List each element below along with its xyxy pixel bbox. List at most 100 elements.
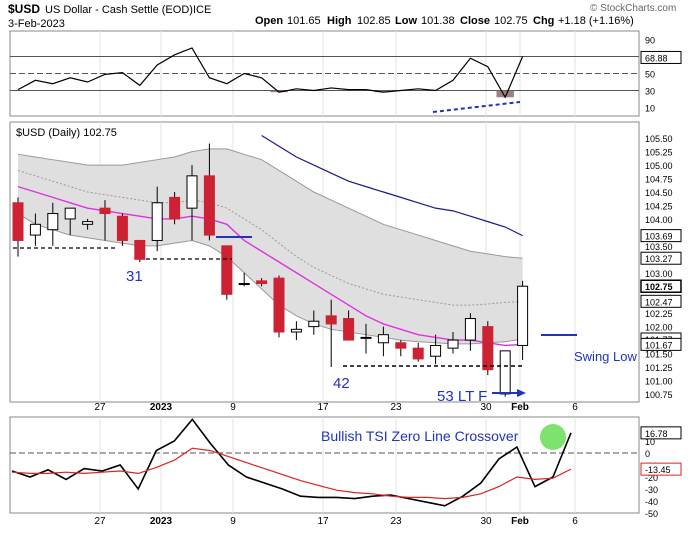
price-tick-label: 104.50	[645, 188, 673, 198]
tsi-tick-label: -20	[645, 473, 658, 483]
exchange-label: ICE	[193, 4, 211, 16]
tsi-crossover-highlight	[540, 424, 566, 450]
price-tick-label: 104.75	[645, 175, 673, 185]
x-tick-label: 2023	[150, 402, 173, 413]
rsi-value-box	[640, 50, 682, 64]
band-upper-line	[17, 148, 523, 259]
tsi-tick-label: -40	[645, 497, 658, 507]
price-tick-label: 105.00	[645, 161, 673, 171]
x-tick-label: 6	[572, 402, 578, 413]
candle-up	[517, 285, 529, 346]
ohlc-summary: Open 101.65 High 102.85 Low 101.38 Close…	[255, 15, 634, 27]
tsi-value-label: -13.45	[645, 465, 671, 475]
annotation-42: 42	[333, 375, 350, 392]
x-tick-label: 6	[572, 516, 578, 527]
x-tick-label: 17	[317, 516, 329, 527]
rsi-value-label: 68.88	[645, 53, 668, 63]
candle-up	[64, 207, 76, 220]
open-value: 101.65	[287, 15, 321, 27]
price-tick-label: 101.50	[645, 350, 673, 360]
tsi-layer	[10, 418, 639, 507]
rsi-layer	[10, 47, 639, 99]
price-value-box	[640, 279, 682, 293]
chg-label: Chg	[533, 15, 554, 27]
x-tick-label: Feb	[511, 402, 529, 413]
instrument-name: US Dollar - Cash Settle (EOD)	[45, 4, 193, 16]
candle-down	[203, 175, 215, 236]
tsi-panel	[9, 416, 640, 514]
high-label: High	[327, 15, 352, 27]
price-tick-label: 104.25	[645, 201, 673, 211]
price-value-label: 102.47	[645, 297, 673, 307]
price-value-box	[640, 229, 682, 243]
tsi-value-label: 16.78	[645, 429, 668, 439]
annotation-layer: 31 42 53 LT F Swing Low Bullish TSI Zero…	[13, 101, 637, 450]
candle-up	[308, 320, 320, 328]
candle-down	[221, 245, 233, 295]
candle-up	[447, 339, 459, 349]
rsi-oversold-fill	[270, 90, 288, 93]
price-tick-label: 100.75	[645, 390, 673, 400]
candle-up	[186, 175, 198, 209]
tsi-tick-label: -30	[645, 485, 658, 495]
candle-up	[82, 221, 94, 225]
candle-up	[377, 334, 389, 344]
low-label: Low	[395, 15, 417, 27]
x-tick-label: 2023	[150, 516, 173, 527]
candle-up	[464, 318, 476, 341]
price-value-label: 101.67	[645, 340, 673, 350]
candle-down	[12, 202, 24, 241]
price-tick-label: 101.25	[645, 363, 673, 373]
close-label: Close	[460, 15, 490, 27]
ma-slow-line	[261, 134, 523, 237]
rsi-tick-label: 10	[645, 104, 655, 114]
x-tick-label: 30	[480, 516, 492, 527]
x-tick-label: 9	[230, 402, 236, 413]
x-tick-label: 23	[390, 516, 402, 527]
candle-up	[290, 328, 302, 333]
annotation-31: 31	[126, 268, 143, 285]
candle-down	[99, 207, 111, 215]
candle-up	[151, 202, 163, 241]
band-lower-line	[17, 213, 523, 345]
axis-layer: 103050709068.88100.75101.00101.25101.501…	[94, 36, 682, 527]
tsi-tick-label: 10	[645, 437, 655, 447]
candle-up	[499, 350, 511, 395]
candle-down	[116, 215, 128, 241]
candle-down	[412, 347, 424, 360]
candle-up	[430, 344, 442, 357]
rsi-line	[17, 47, 524, 99]
rsi-oversold-fill	[496, 90, 514, 98]
open-label: Open	[255, 15, 283, 27]
candle-up	[360, 336, 372, 339]
price-tick-label: 104.00	[645, 215, 673, 225]
price-tick-label: 102.00	[645, 323, 673, 333]
annotation-53: 53 LT F	[437, 388, 487, 405]
candle-up	[47, 213, 59, 231]
arrow-53-head	[517, 389, 526, 397]
candle-down	[256, 280, 268, 285]
price-value-box	[640, 251, 682, 265]
quote-date: 3-Feb-2023	[8, 18, 65, 30]
rsi-divergence-line	[432, 101, 521, 113]
x-tick-label: 17	[317, 402, 329, 413]
tsi-value-box	[640, 462, 682, 476]
price-value-box	[640, 294, 682, 308]
low-value: 101.38	[421, 15, 455, 27]
tsi-line	[11, 418, 572, 507]
candle-down	[134, 239, 146, 260]
x-tick-label: 27	[94, 516, 106, 527]
watermark: © StockCharts.com	[590, 3, 676, 14]
price-tick-label: 105.50	[645, 134, 673, 144]
close-value: 102.75	[494, 15, 528, 27]
rsi-tick-label: 30	[645, 87, 655, 97]
rsi-tick-label: 90	[645, 36, 655, 46]
x-tick-label: 30	[480, 402, 492, 413]
candle-down	[273, 277, 285, 333]
annotation-tsi-callout: Bullish TSI Zero Line Crossover	[321, 428, 519, 444]
candle-down	[482, 326, 494, 371]
tsi-value-box	[640, 426, 682, 440]
tsi-tick-label: 0	[645, 449, 650, 459]
rsi-oversold-fill	[374, 90, 393, 93]
